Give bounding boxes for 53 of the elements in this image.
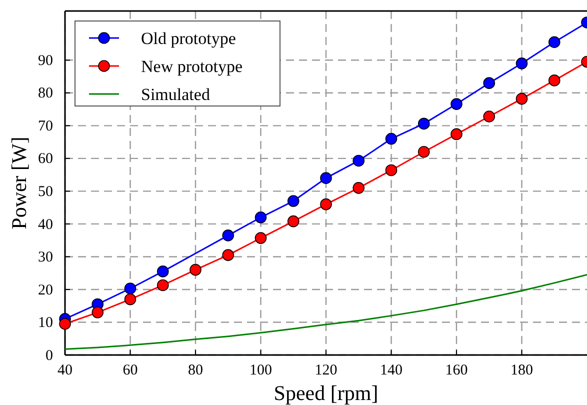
y-tick-label: 0: [46, 348, 53, 364]
point: [385, 132, 398, 145]
point: [450, 98, 462, 110]
point: [287, 195, 300, 207]
y-axis-title: Power [W]: [7, 136, 31, 230]
point: [320, 172, 332, 184]
x-tick-label: 160: [445, 362, 468, 378]
point: [92, 306, 104, 318]
x-tick-label: 180: [510, 362, 533, 378]
y-tick-label: 40: [38, 216, 53, 233]
y-tick-label: 30: [38, 250, 53, 266]
point: [190, 264, 202, 276]
x-tick-label: 80: [188, 362, 203, 378]
point: [254, 212, 267, 224]
x-tick-label: 60: [122, 362, 138, 378]
line-series: [64, 274, 587, 350]
point: [59, 318, 71, 330]
y-tick-label: 10: [38, 315, 53, 332]
point: [483, 110, 496, 122]
point: [222, 230, 234, 242]
legend-label: Simulated: [141, 85, 210, 104]
point: [418, 146, 430, 158]
point: [156, 279, 169, 292]
y-tick-label: 50: [38, 184, 53, 200]
x-tick-label: 100: [250, 362, 272, 378]
y-tick-label: 60: [38, 151, 53, 168]
point: [548, 74, 560, 86]
point: [516, 58, 528, 70]
point: [352, 154, 365, 167]
legend-label: New prototype: [141, 57, 243, 76]
point: [222, 249, 234, 261]
legend-label: Old prototype: [141, 29, 236, 48]
point: [254, 232, 267, 244]
x-tick-label: 140: [380, 362, 402, 378]
y-tick-label: 80: [38, 86, 53, 102]
point: [418, 118, 430, 130]
y-tick-label: 90: [38, 52, 53, 69]
point: [385, 164, 398, 176]
point: [352, 182, 365, 194]
point: [287, 215, 300, 228]
point: [124, 282, 136, 294]
point: [483, 77, 496, 89]
point: [156, 266, 169, 278]
x-tick-label: 120: [314, 362, 338, 378]
y-tick-label: 20: [38, 282, 53, 298]
x-tick-label: 40: [58, 362, 72, 378]
y-tick-label: 70: [38, 118, 53, 134]
point: [450, 128, 462, 140]
x-axis-title: Speed [rpm]: [274, 381, 378, 405]
point: [516, 92, 528, 105]
point: [320, 198, 332, 210]
point: [124, 293, 136, 306]
point: [548, 36, 560, 48]
